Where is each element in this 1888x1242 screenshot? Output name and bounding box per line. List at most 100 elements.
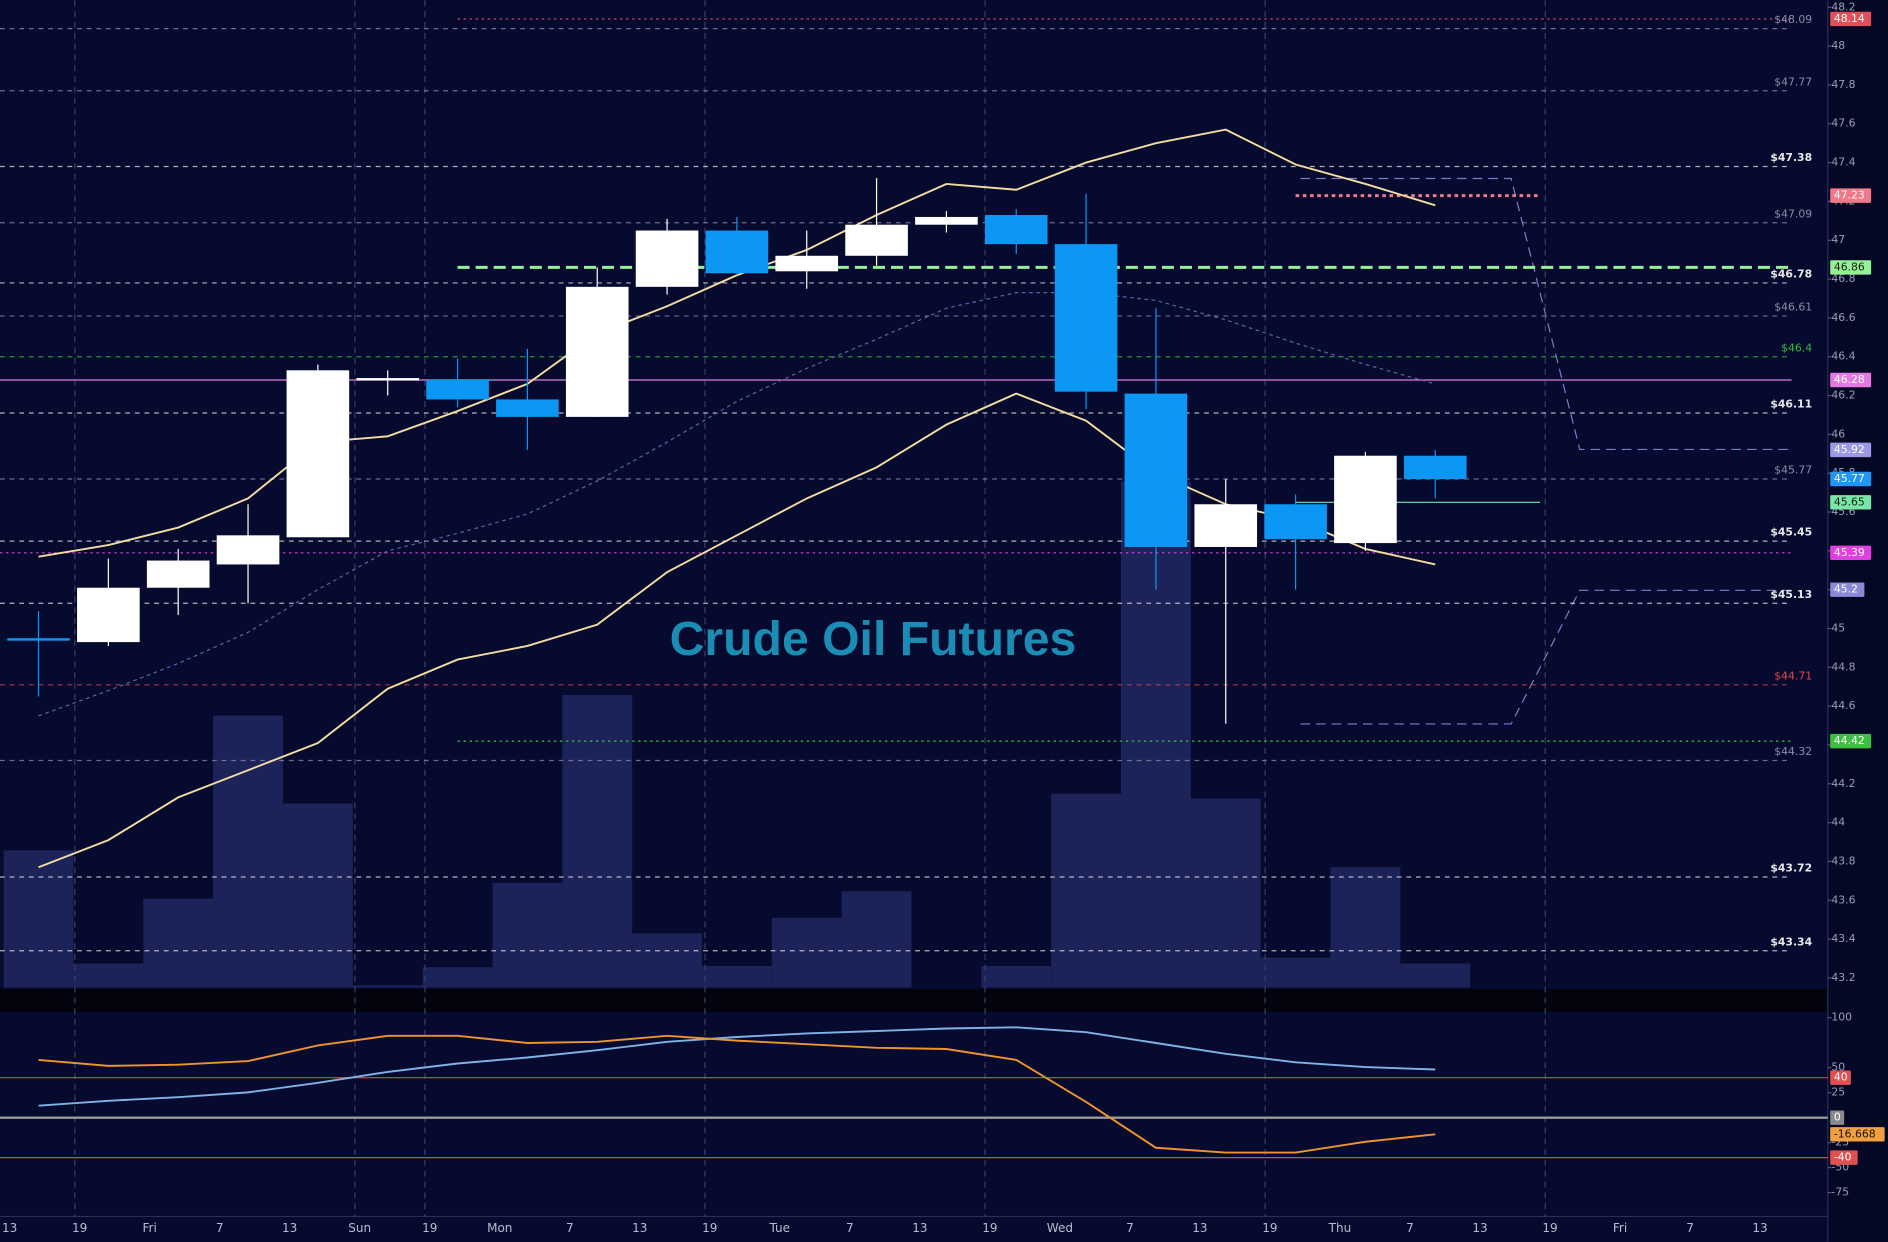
level-label: $45.13 bbox=[1770, 588, 1812, 601]
volume-bar bbox=[143, 898, 214, 988]
y-tick-label: 44.6 bbox=[1831, 699, 1855, 712]
y-tick-label: 43.6 bbox=[1831, 893, 1855, 906]
x-tick-label: 13 bbox=[1472, 1221, 1487, 1235]
x-tick-label: 19 bbox=[1262, 1221, 1277, 1235]
x-tick-label: 7 bbox=[216, 1221, 224, 1235]
y-tick-label: 47.4 bbox=[1831, 156, 1855, 169]
price-tag bbox=[1830, 372, 1872, 388]
y-tick-label: 47.8 bbox=[1831, 78, 1855, 91]
x-tick-label: 7 bbox=[566, 1221, 574, 1235]
price-tag-label: 45.2 bbox=[1834, 583, 1858, 596]
level-label: $48.09 bbox=[1774, 13, 1812, 26]
candle-body bbox=[705, 230, 769, 274]
candle-body bbox=[7, 638, 70, 641]
volume-bar bbox=[352, 985, 423, 988]
volume-bar bbox=[562, 695, 633, 988]
x-tick-label: Fri bbox=[142, 1221, 156, 1235]
candle-body bbox=[146, 560, 210, 588]
y-tick-label: 46.8 bbox=[1831, 272, 1855, 285]
y-tick-label: 25 bbox=[1831, 1086, 1845, 1099]
x-tick-label: 7 bbox=[1406, 1221, 1414, 1235]
level-label: $44.32 bbox=[1774, 745, 1812, 758]
price-tag-label: 45.92 bbox=[1834, 443, 1865, 456]
price-tag bbox=[1830, 188, 1872, 203]
level-label: $47.77 bbox=[1774, 75, 1812, 88]
y-tick-label: 48 bbox=[1831, 39, 1845, 52]
volume-layer bbox=[3, 481, 1471, 988]
x-tick-label: Sun bbox=[348, 1221, 371, 1235]
level-label: $43.34 bbox=[1770, 935, 1812, 948]
volume-bar bbox=[213, 715, 283, 988]
price-tag bbox=[1830, 545, 1872, 561]
volume-bar bbox=[1190, 798, 1261, 988]
level-label: $46.4 bbox=[1781, 341, 1812, 354]
y-tick-label: 48.2 bbox=[1831, 0, 1855, 13]
price-tag-label: 47.23 bbox=[1834, 189, 1865, 202]
volume-bar bbox=[73, 963, 144, 988]
candle-layer bbox=[7, 178, 1467, 724]
y-tick-label: 47.6 bbox=[1831, 117, 1855, 130]
price-tag-label: 45.77 bbox=[1834, 472, 1865, 485]
x-tick-label: Tue bbox=[769, 1221, 791, 1235]
price-tag bbox=[1830, 582, 1865, 597]
value-tag bbox=[1830, 1110, 1845, 1125]
x-tick-label: 7 bbox=[1686, 1221, 1694, 1235]
price-tag-label: 46.28 bbox=[1834, 373, 1865, 386]
level-label: $46.78 bbox=[1770, 268, 1812, 281]
price-tag bbox=[1830, 495, 1872, 510]
y-tick-label: 43.2 bbox=[1831, 971, 1855, 984]
price-tag bbox=[1830, 471, 1872, 487]
y-tick-label: 43.8 bbox=[1831, 854, 1855, 867]
moving-average bbox=[38, 392, 1436, 869]
volume-bar bbox=[492, 882, 563, 988]
x-tick-label: 13 bbox=[1752, 1221, 1767, 1235]
candle-body bbox=[845, 224, 908, 256]
candle-body bbox=[1264, 504, 1327, 540]
level-label: $45.77 bbox=[1774, 464, 1812, 477]
x-tick-label: 19 bbox=[422, 1221, 437, 1235]
value-tag-label: -16.668 bbox=[1834, 1127, 1876, 1140]
x-tick-label: 13 bbox=[1192, 1221, 1207, 1235]
candle-body bbox=[915, 216, 978, 225]
y-tick-label: 43.4 bbox=[1831, 932, 1855, 945]
oscillator-line bbox=[38, 1034, 1436, 1154]
x-tick-label: 19 bbox=[72, 1221, 87, 1235]
value-tag bbox=[1830, 1070, 1851, 1085]
volume-bar bbox=[1330, 867, 1401, 988]
price-tag bbox=[1830, 11, 1872, 27]
candle-body bbox=[1124, 393, 1188, 547]
x-tick-label: Thu bbox=[1328, 1221, 1352, 1235]
volume-bar bbox=[1260, 957, 1331, 988]
candle-body bbox=[635, 230, 699, 287]
price-tag-label: 45.65 bbox=[1834, 495, 1865, 508]
candle-body bbox=[426, 380, 489, 400]
x-tick-label: Wed bbox=[1047, 1221, 1073, 1235]
volume-bar bbox=[981, 965, 1052, 988]
x-tick-label: 19 bbox=[982, 1221, 997, 1235]
level-label: $46.61 bbox=[1774, 301, 1812, 314]
candle-body bbox=[286, 370, 350, 538]
x-tick-label: 13 bbox=[282, 1221, 297, 1235]
candle-body bbox=[356, 378, 420, 381]
candle-body bbox=[984, 215, 1048, 245]
price-tag bbox=[1830, 442, 1872, 458]
volume-bar bbox=[841, 891, 912, 988]
price-tag bbox=[1830, 260, 1872, 275]
y-tick-label: 44.2 bbox=[1831, 777, 1855, 790]
price-tag-label: 45.39 bbox=[1834, 546, 1865, 559]
level-label: $44.71 bbox=[1774, 669, 1812, 682]
pane-separator bbox=[0, 988, 1828, 1012]
y-tick-label: 50 bbox=[1831, 1061, 1845, 1074]
volume-bar bbox=[282, 803, 353, 988]
volume-bar bbox=[771, 917, 842, 988]
level-label: $43.72 bbox=[1770, 862, 1812, 875]
candle-body bbox=[1194, 504, 1258, 547]
volume-bar bbox=[422, 967, 493, 988]
level-label: $47.09 bbox=[1774, 207, 1812, 220]
x-tick-label: 7 bbox=[1126, 1221, 1134, 1235]
x-tick-label: 7 bbox=[846, 1221, 854, 1235]
y-tick-label: -75 bbox=[1831, 1186, 1849, 1199]
level-label: $45.45 bbox=[1770, 526, 1812, 539]
value-tag-label: 0 bbox=[1834, 1111, 1841, 1124]
